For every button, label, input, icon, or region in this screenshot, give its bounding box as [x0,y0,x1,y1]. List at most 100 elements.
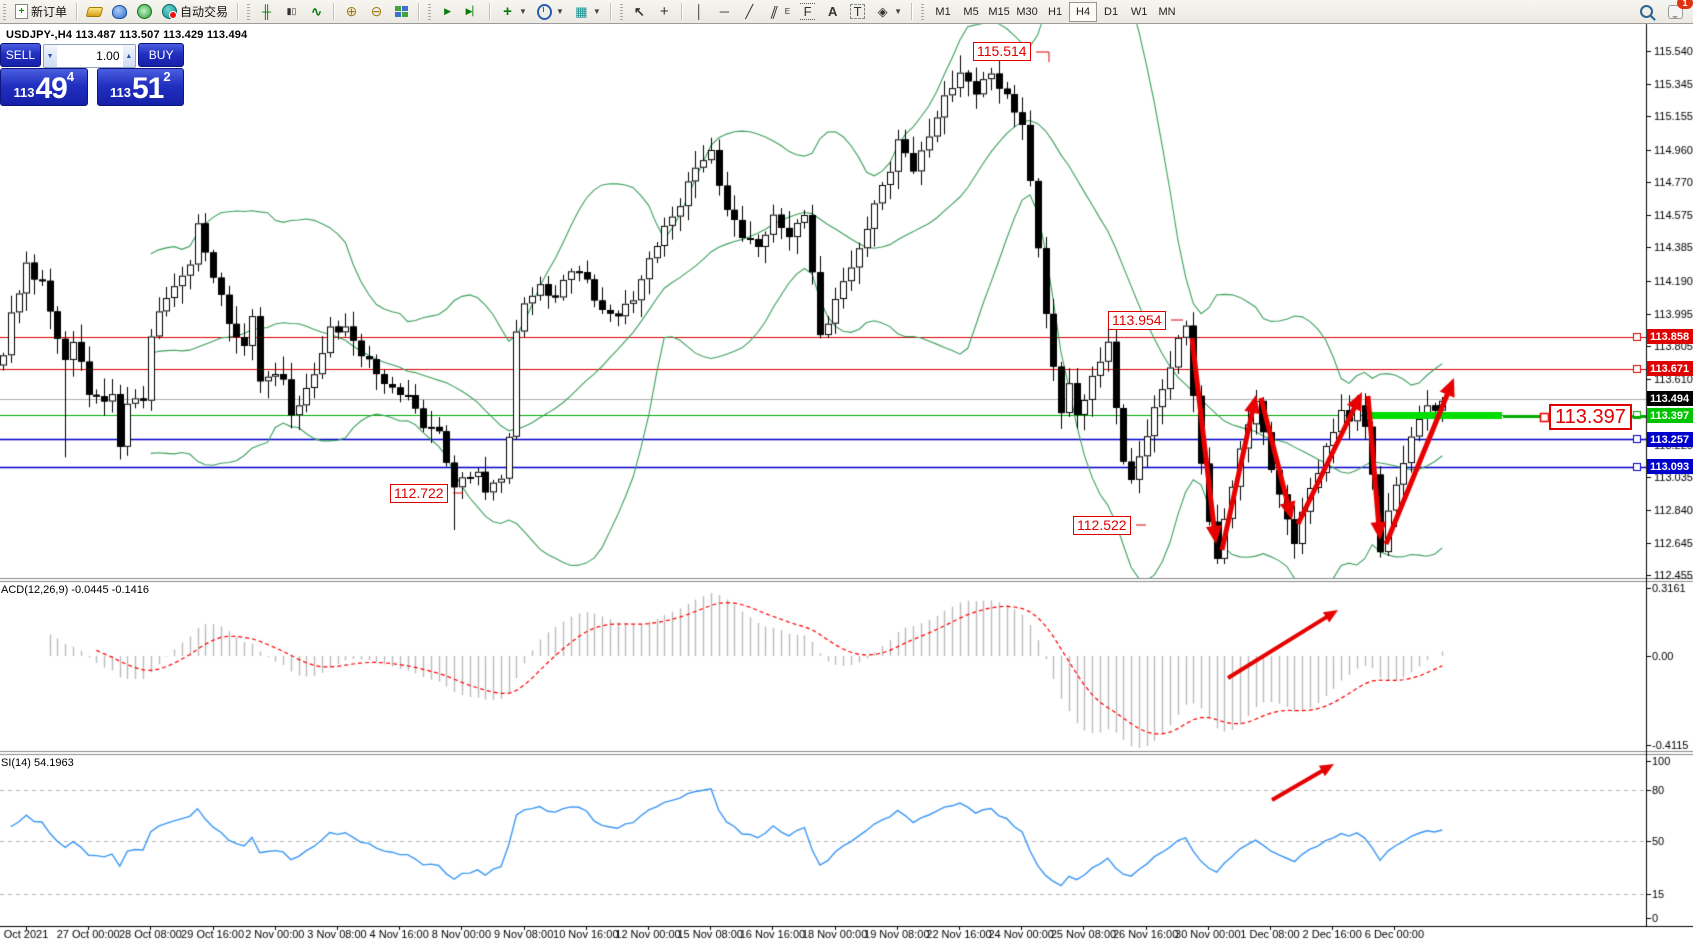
buy-price-display[interactable]: 113 51 2 [96,68,184,106]
text-label-tool-button[interactable]: T [846,2,869,22]
tab-timeframe-m5[interactable]: M5 [963,5,979,18]
sell-button[interactable]: SELL [0,43,41,67]
periods-button[interactable]: ▼ [533,2,568,22]
horizontal-line-icon: ─ [719,4,729,19]
sell-price-pips: 49 [35,72,67,105]
crosshair-tool-button[interactable]: + [653,2,676,22]
chart-symbol-info: USDJPY-,H4 113.487 113.507 113.429 113.4… [6,29,248,41]
candlestick-icon: ▮▯ [286,6,297,16]
auto-scroll-button[interactable]: ▶ [436,2,459,22]
arrows-tool-icon: ◈ [877,4,888,19]
templates-button[interactable]: ▦ ▼ [570,2,605,22]
new-order-label: 新订单 [31,5,68,19]
sell-price-display[interactable]: 113 49 4 [0,68,88,106]
tile-windows-icon [395,6,409,17]
sell-price-handle: 113 [13,85,35,100]
auto-trading-icon [162,4,178,19]
cursor-icon: ↖ [633,4,645,19]
tab-timeframe-d1[interactable]: D1 [1104,5,1119,18]
tab-timeframe-m1[interactable]: M1 [935,5,951,18]
price-tag-113.858: 113.858 [1647,329,1693,344]
search-button[interactable] [1635,2,1658,22]
community-button[interactable] [108,2,131,22]
annotation-price-label-115.514: 115.514 [973,42,1031,61]
chart-shift-icon: ▶▏ [465,6,480,16]
signal-icon [137,4,153,19]
bar-chart-mode-button[interactable]: ╫ [255,2,278,22]
equidistant-channel-icon: ∥ [768,4,780,19]
bar-chart-icon: ╫ [261,4,272,19]
volume-stepper: ▼ ▲ [42,44,137,68]
price-tag-113.397: 113.397 [1647,408,1693,423]
arrows-tool-button[interactable]: ◈ ▼ [871,2,906,22]
indicators-button[interactable]: + ▼ [496,2,531,22]
clock-icon [536,3,552,20]
horizontal-line-tool-button[interactable]: ─ [713,2,736,22]
buy-price-point: 2 [163,69,171,84]
buy-price-handle: 113 [109,85,131,100]
volume-decrease-button[interactable]: ▼ [43,45,57,67]
sell-price-point: 4 [66,69,75,84]
buy-button[interactable]: BUY [138,43,184,67]
new-order-icon: + [15,4,28,19]
candle-chart-mode-button[interactable]: ▮▯ [280,2,303,22]
annotation-price-label-113.954: 113.954 [1108,311,1166,330]
tab-timeframe-w1[interactable]: W1 [1130,5,1148,18]
tab-timeframe-m15[interactable]: M15 [988,5,1010,18]
tile-windows-button[interactable] [390,2,413,22]
tab-timeframe-m30[interactable]: M30 [1016,5,1038,18]
macd-indicator-label: ACD(12,26,9) -0.0445 -0.1416 [1,584,149,596]
zoom-in-button[interactable]: ⊕ [340,2,363,22]
signals-button[interactable] [133,2,156,22]
gold-ingot-icon [85,6,104,17]
price-tag-113.257: 113.257 [1647,432,1693,447]
auto-trading-button[interactable]: 自动交易 [158,2,232,22]
volume-increase-button[interactable]: ▲ [122,45,136,67]
text-label-icon: T [850,4,866,19]
price-tag-113.671: 113.671 [1647,361,1693,376]
auto-scroll-icon: ▶ [444,6,451,16]
trendline-tool-button[interactable]: ╱ [738,2,761,22]
rsi-indicator-label: SI(14) 54.1963 [1,757,74,769]
tab-timeframe-mn[interactable]: MN [1158,5,1176,18]
text-tool-icon: A [827,4,838,19]
crosshair-icon: + [659,3,669,20]
add-indicator-icon: + [503,3,512,20]
buy-price-pips: 51 [131,72,164,105]
zoom-out-icon: ⊖ [370,3,383,19]
cursor-tool-button[interactable]: ↖ [628,2,651,22]
annotation-price-label-112.522: 112.522 [1073,516,1131,535]
new-order-button[interactable]: + 新订单 [11,2,71,22]
trendline-icon: ╱ [745,4,754,19]
auto-trading-label: 自动交易 [180,5,229,19]
toolbar-grip[interactable] [3,3,6,20]
timeframe-group: M1 M5 M15 M30 H1 H4 D1 W1 MN [929,1,1181,22]
fibonacci-icon: F [800,3,816,20]
vertical-line-icon: │ [695,4,704,19]
zoom-out-button[interactable]: ⊖ [365,2,388,22]
price-tag-113.093: 113.093 [1647,459,1693,474]
chart-shift-button[interactable]: ▶▏ [461,2,484,22]
notifications-button[interactable]: 1 [1664,0,1693,22]
price-target-label: 113.397 [1549,404,1632,430]
tab-timeframe-h4[interactable]: H4 [1069,1,1098,22]
zoom-in-icon: ⊕ [345,3,358,19]
notification-badge: 1 [1677,0,1693,9]
main-toolbar: + 新订单 自动交易 ╫ ▮▯ ∿ ⊕ ⊖ ▶ ▶▏ + ▼ ▼ ▦ ▼ ↖ + │… [0,0,1693,24]
fibonacci-tool-button[interactable]: F [796,2,819,22]
volume-input[interactable] [56,45,123,67]
annotation-price-label-112.722: 112.722 [390,484,448,503]
channel-tool-button[interactable]: ∥ E [763,2,794,22]
line-chart-icon: ∿ [311,4,322,19]
price-tag-113.494: 113.494 [1647,391,1693,406]
template-icon: ▦ [575,4,588,19]
line-chart-mode-button[interactable]: ∿ [305,2,328,22]
vertical-line-tool-button[interactable]: │ [688,2,711,22]
cloud-icon [112,4,128,19]
text-tool-button[interactable]: A [821,2,844,22]
search-icon [1640,5,1653,18]
tab-timeframe-h1[interactable]: H1 [1048,5,1063,18]
deposit-button[interactable] [83,2,106,22]
